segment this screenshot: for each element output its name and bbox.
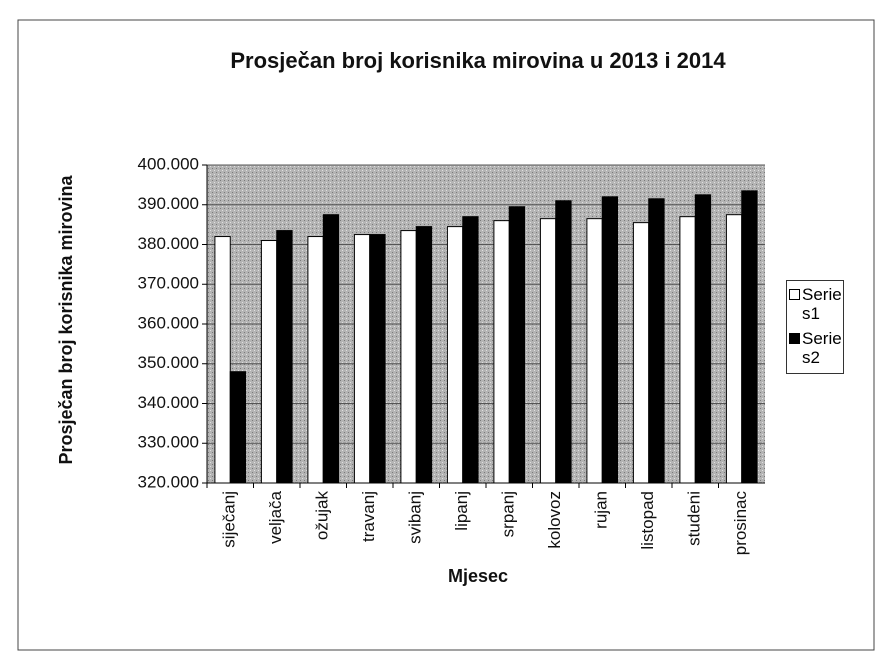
y-tick-label: 390.000 (138, 194, 199, 213)
bar (741, 190, 758, 484)
x-tick-label: rujan (592, 491, 611, 529)
y-tick-label: 340.000 (138, 393, 199, 412)
x-tick-label: svibanj (406, 491, 425, 544)
bar (415, 226, 433, 484)
bar (725, 214, 743, 484)
y-tick-label: 330.000 (138, 433, 199, 452)
legend: Serie s1 Serie s2 (786, 280, 844, 374)
bar (555, 200, 572, 484)
bar (679, 216, 696, 484)
bar (276, 230, 293, 484)
legend-label: Serie s2 (802, 329, 842, 367)
y-tick-label: 380.000 (138, 234, 199, 253)
x-tick-label: srpanj (499, 491, 518, 537)
bar (632, 222, 650, 484)
x-tick-label: veljača (266, 490, 285, 543)
bar (694, 194, 712, 484)
bar (400, 230, 417, 484)
x-tick-label: listopad (638, 491, 657, 550)
legend-swatch (789, 289, 800, 300)
bar (307, 236, 324, 484)
x-tick-label: kolovoz (545, 491, 564, 549)
bar (369, 234, 386, 484)
bar (493, 220, 510, 484)
x-tick-label: siječanj (220, 491, 239, 548)
bar (539, 218, 557, 484)
bar (229, 371, 247, 484)
bar (446, 226, 464, 484)
x-tick-label: prosinac (731, 491, 750, 556)
x-tick-label: studeni (685, 491, 704, 546)
x-tick-label: ožujak (313, 491, 332, 541)
bar (601, 196, 619, 484)
x-tick-label: lipanj (452, 491, 471, 531)
y-tick-label: 320.000 (138, 472, 199, 491)
x-tick-label: travanj (359, 491, 378, 542)
y-axis-label: Prosječan broj korisnika mirovina (56, 174, 76, 464)
bar (648, 198, 665, 484)
legend-item: Serie s1 (789, 285, 842, 323)
bar (214, 236, 231, 484)
bar (586, 218, 603, 484)
legend-label: Serie s1 (802, 285, 842, 323)
bar (508, 206, 526, 484)
chart-title: Prosječan broj korisnika mirovina u 2013… (230, 48, 726, 73)
legend-swatch (789, 333, 800, 344)
bar (353, 234, 371, 484)
bar (322, 214, 340, 484)
x-axis-label: Mjesec (448, 566, 508, 586)
y-tick-label: 360.000 (138, 313, 199, 332)
y-tick-label: 370.000 (138, 274, 199, 293)
y-tick-label: 400.000 (138, 154, 199, 173)
y-tick-label: 350.000 (138, 353, 199, 372)
bar (260, 240, 278, 484)
legend-item: Serie s2 (789, 329, 842, 367)
bar (462, 216, 479, 484)
